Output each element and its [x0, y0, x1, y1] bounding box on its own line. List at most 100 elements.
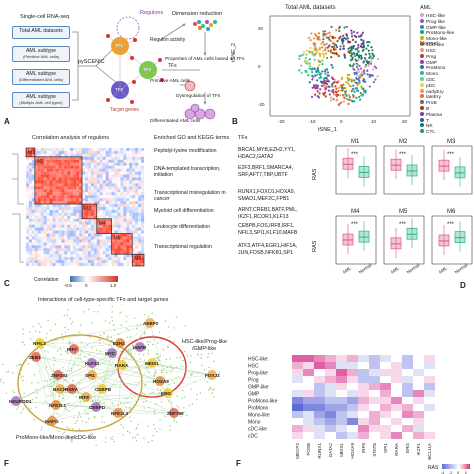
corr-cell — [46, 174, 50, 178]
target-gene-dot — [90, 433, 92, 435]
tsne-point — [335, 99, 338, 102]
tsne-point — [308, 58, 312, 61]
corr-cell — [132, 177, 136, 181]
target-gene-dot — [47, 319, 49, 322]
corr-cell — [105, 150, 109, 154]
corr-cell — [102, 168, 106, 172]
corr-cell — [105, 156, 109, 160]
corr-cell — [102, 165, 106, 169]
panel-a-diagram — [72, 16, 217, 120]
corr-cell — [102, 227, 106, 231]
target-gene-dot — [62, 432, 64, 435]
boxplot-frame — [335, 145, 377, 195]
tsne-point — [310, 68, 313, 71]
corr-cell — [64, 159, 68, 163]
corr-cell — [126, 177, 130, 181]
corr-cell — [64, 195, 68, 199]
corr-cell — [55, 156, 59, 160]
target-gene-dot — [166, 366, 169, 369]
corr-cell — [87, 212, 91, 216]
corr-cell — [126, 207, 130, 211]
corr-cell — [85, 263, 89, 267]
corr-cell — [114, 224, 118, 228]
tsne-point — [368, 85, 371, 88]
corr-cell — [135, 168, 139, 172]
corr-cell — [64, 209, 68, 213]
legend-item: HSC — [420, 48, 436, 55]
tsne-point — [313, 53, 317, 56]
tsne-point — [322, 38, 325, 41]
target-gene-dot — [47, 351, 49, 353]
corr-cell — [138, 260, 142, 264]
corr-cell — [141, 148, 145, 152]
corr-cell — [55, 263, 59, 267]
significance-mark: *** — [447, 152, 455, 158]
heatmap-cell — [369, 355, 380, 362]
corr-cell — [70, 263, 74, 267]
corr-cell — [73, 212, 77, 216]
tsne-xtick: 10 — [371, 119, 377, 124]
corr-cell — [43, 227, 47, 231]
tsne-point — [362, 39, 365, 42]
go-term: Leukocyte differentiation — [154, 224, 211, 230]
corr-cell — [73, 263, 77, 267]
heatmap-cell — [424, 390, 435, 397]
corr-cell — [123, 218, 127, 222]
corr-cell — [28, 227, 32, 231]
corr-cell — [49, 156, 53, 160]
target-gene-dot — [35, 330, 37, 332]
heatmap-cell — [413, 362, 424, 369]
corr-cell — [99, 221, 103, 225]
corr-cell — [26, 218, 30, 222]
corr-cell — [82, 174, 86, 178]
target-gene-dot — [165, 372, 168, 374]
corr-cell — [120, 218, 124, 222]
module-label: M1 — [28, 150, 35, 156]
corr-cell — [58, 233, 62, 237]
corr-cell — [55, 245, 59, 249]
tsne-point — [330, 45, 334, 48]
heatmap-cell — [391, 369, 402, 376]
corr-cell — [117, 236, 121, 240]
target-gene-dot — [151, 439, 153, 442]
corr-cell — [123, 207, 127, 211]
tsne-point — [362, 44, 366, 48]
corr-cell — [93, 221, 97, 225]
tsne-point — [340, 38, 344, 41]
corr-cell — [76, 248, 80, 252]
corr-cell — [96, 224, 100, 228]
tsne-point — [333, 93, 336, 96]
target-gene-dot — [75, 395, 78, 398]
target-gene-dot — [33, 419, 36, 421]
corr-cell — [138, 204, 142, 208]
corr-cell — [90, 148, 94, 152]
corr-cell — [117, 207, 121, 211]
tsne-point — [361, 31, 364, 34]
heatmap-col-label: HOXA9 — [350, 443, 355, 459]
heatmap-cell — [402, 369, 413, 376]
corr-cell — [141, 239, 145, 243]
corr-cell — [73, 218, 77, 222]
corr-cell — [93, 230, 97, 234]
target-gene-dot — [87, 408, 89, 410]
corr-cell — [64, 186, 68, 190]
corr-cell — [129, 260, 133, 264]
corr-cell — [96, 227, 100, 231]
tsne-point — [361, 49, 365, 53]
corr-cell — [34, 174, 38, 178]
corr-cell — [123, 242, 127, 246]
target-gene-dot — [168, 383, 171, 386]
corr-cell — [46, 207, 50, 211]
heatmap-cell — [303, 432, 314, 439]
corr-cell — [40, 186, 44, 190]
corr-cell — [73, 165, 77, 169]
corr-cell — [85, 177, 89, 181]
heatmap-cell — [292, 383, 303, 390]
corr-cell — [117, 186, 121, 190]
target-gene-dot — [164, 415, 167, 417]
target-gene-dot — [20, 376, 22, 379]
corr-cell — [87, 248, 91, 252]
legend-aml-header: AML — [420, 5, 432, 11]
corr-cell — [31, 159, 35, 163]
corr-cell — [114, 171, 118, 175]
